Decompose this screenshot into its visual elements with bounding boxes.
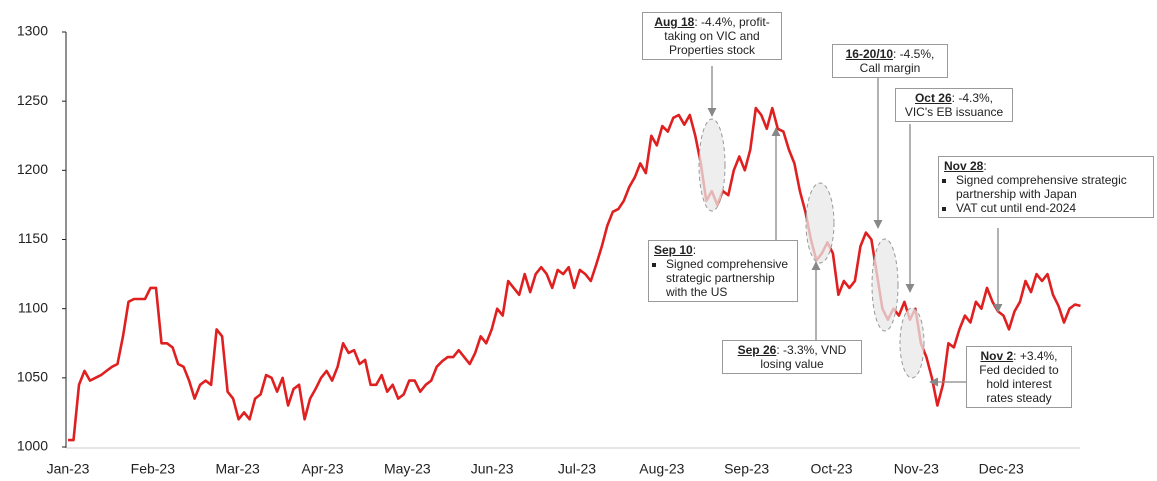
- x-tick-label: Mar-23: [215, 461, 260, 477]
- y-tick-label: 1150: [18, 230, 48, 246]
- annotation-date: Nov 2: [980, 349, 1014, 363]
- annotation-date: Oct 26: [914, 91, 952, 105]
- annotation-text: : -4.3%, VIC's EB issuance: [904, 91, 1004, 119]
- x-tick-label: May-23: [384, 461, 431, 477]
- x-tick-label: Feb-23: [131, 461, 176, 477]
- annotation-date: Aug 18: [654, 15, 695, 29]
- annotation: Aug 18: -4.4%, profit-taking on VIC and …: [642, 12, 782, 60]
- annotation: Nov 2: +3.4%, Fed decided to hold intere…: [966, 346, 1072, 408]
- annotation-date: Nov 28: [944, 159, 984, 173]
- annotation-date: Sep 26: [737, 343, 777, 357]
- annotation-text: : -3.3%, VND losing value: [760, 343, 847, 371]
- annotation: 16-20/10: -4.5%, Call margin: [832, 44, 948, 78]
- y-tick-label: 1250: [17, 92, 48, 108]
- annotation-text: :: [692, 243, 697, 257]
- annotation-item: Signed comprehensive strategic partnersh…: [956, 173, 1148, 201]
- x-tick-label: Aug-23: [639, 461, 684, 477]
- y-tick-label: 1100: [18, 299, 48, 315]
- annotation: Nov 28: Signed comprehensive strategic p…: [938, 156, 1154, 218]
- x-tick-label: Sep-23: [724, 461, 769, 477]
- annotation: Sep 26: -3.3%, VND losing value: [722, 340, 862, 374]
- annotation: Oct 26: -4.3%, VIC's EB issuance: [895, 88, 1013, 122]
- x-tick-label: Nov-23: [894, 461, 939, 477]
- x-tick-label: Jan-23: [47, 461, 90, 477]
- annotation-date: 16-20/10: [845, 47, 893, 61]
- x-tick-label: Apr-23: [301, 461, 343, 477]
- highlight: [899, 307, 925, 379]
- annotation-date: Sep 10: [654, 243, 693, 257]
- x-tick-label: Jun-23: [471, 461, 514, 477]
- data-line: [68, 106, 1081, 442]
- annotation-item: VAT cut until end-2024: [956, 201, 1148, 215]
- annotation-text: : +3.4%, Fed decided to hold interest ra…: [979, 349, 1059, 405]
- annotation-text: : -4.5%, Call margin: [859, 47, 935, 75]
- annotation-text: : -4.4%, profit-taking on VIC and Proper…: [664, 15, 770, 57]
- x-tick-label: Dec-23: [979, 461, 1024, 477]
- annotation: Sep 10: Signed comprehensive strategic p…: [648, 240, 798, 302]
- highlight: [805, 182, 835, 264]
- y-tick-label: 1300: [17, 23, 48, 39]
- x-tick-label: Jul-23: [558, 461, 596, 477]
- y-tick-label: 1200: [17, 161, 48, 177]
- annotation-item: Signed comprehensive strategic partnersh…: [666, 257, 792, 299]
- x-tick-label: Oct-23: [810, 461, 852, 477]
- y-tick-label: 1050: [17, 369, 48, 385]
- annotation-text: :: [983, 159, 987, 173]
- y-tick-label: 1000: [17, 438, 48, 454]
- highlight: [698, 118, 726, 212]
- highlight: [871, 238, 899, 332]
